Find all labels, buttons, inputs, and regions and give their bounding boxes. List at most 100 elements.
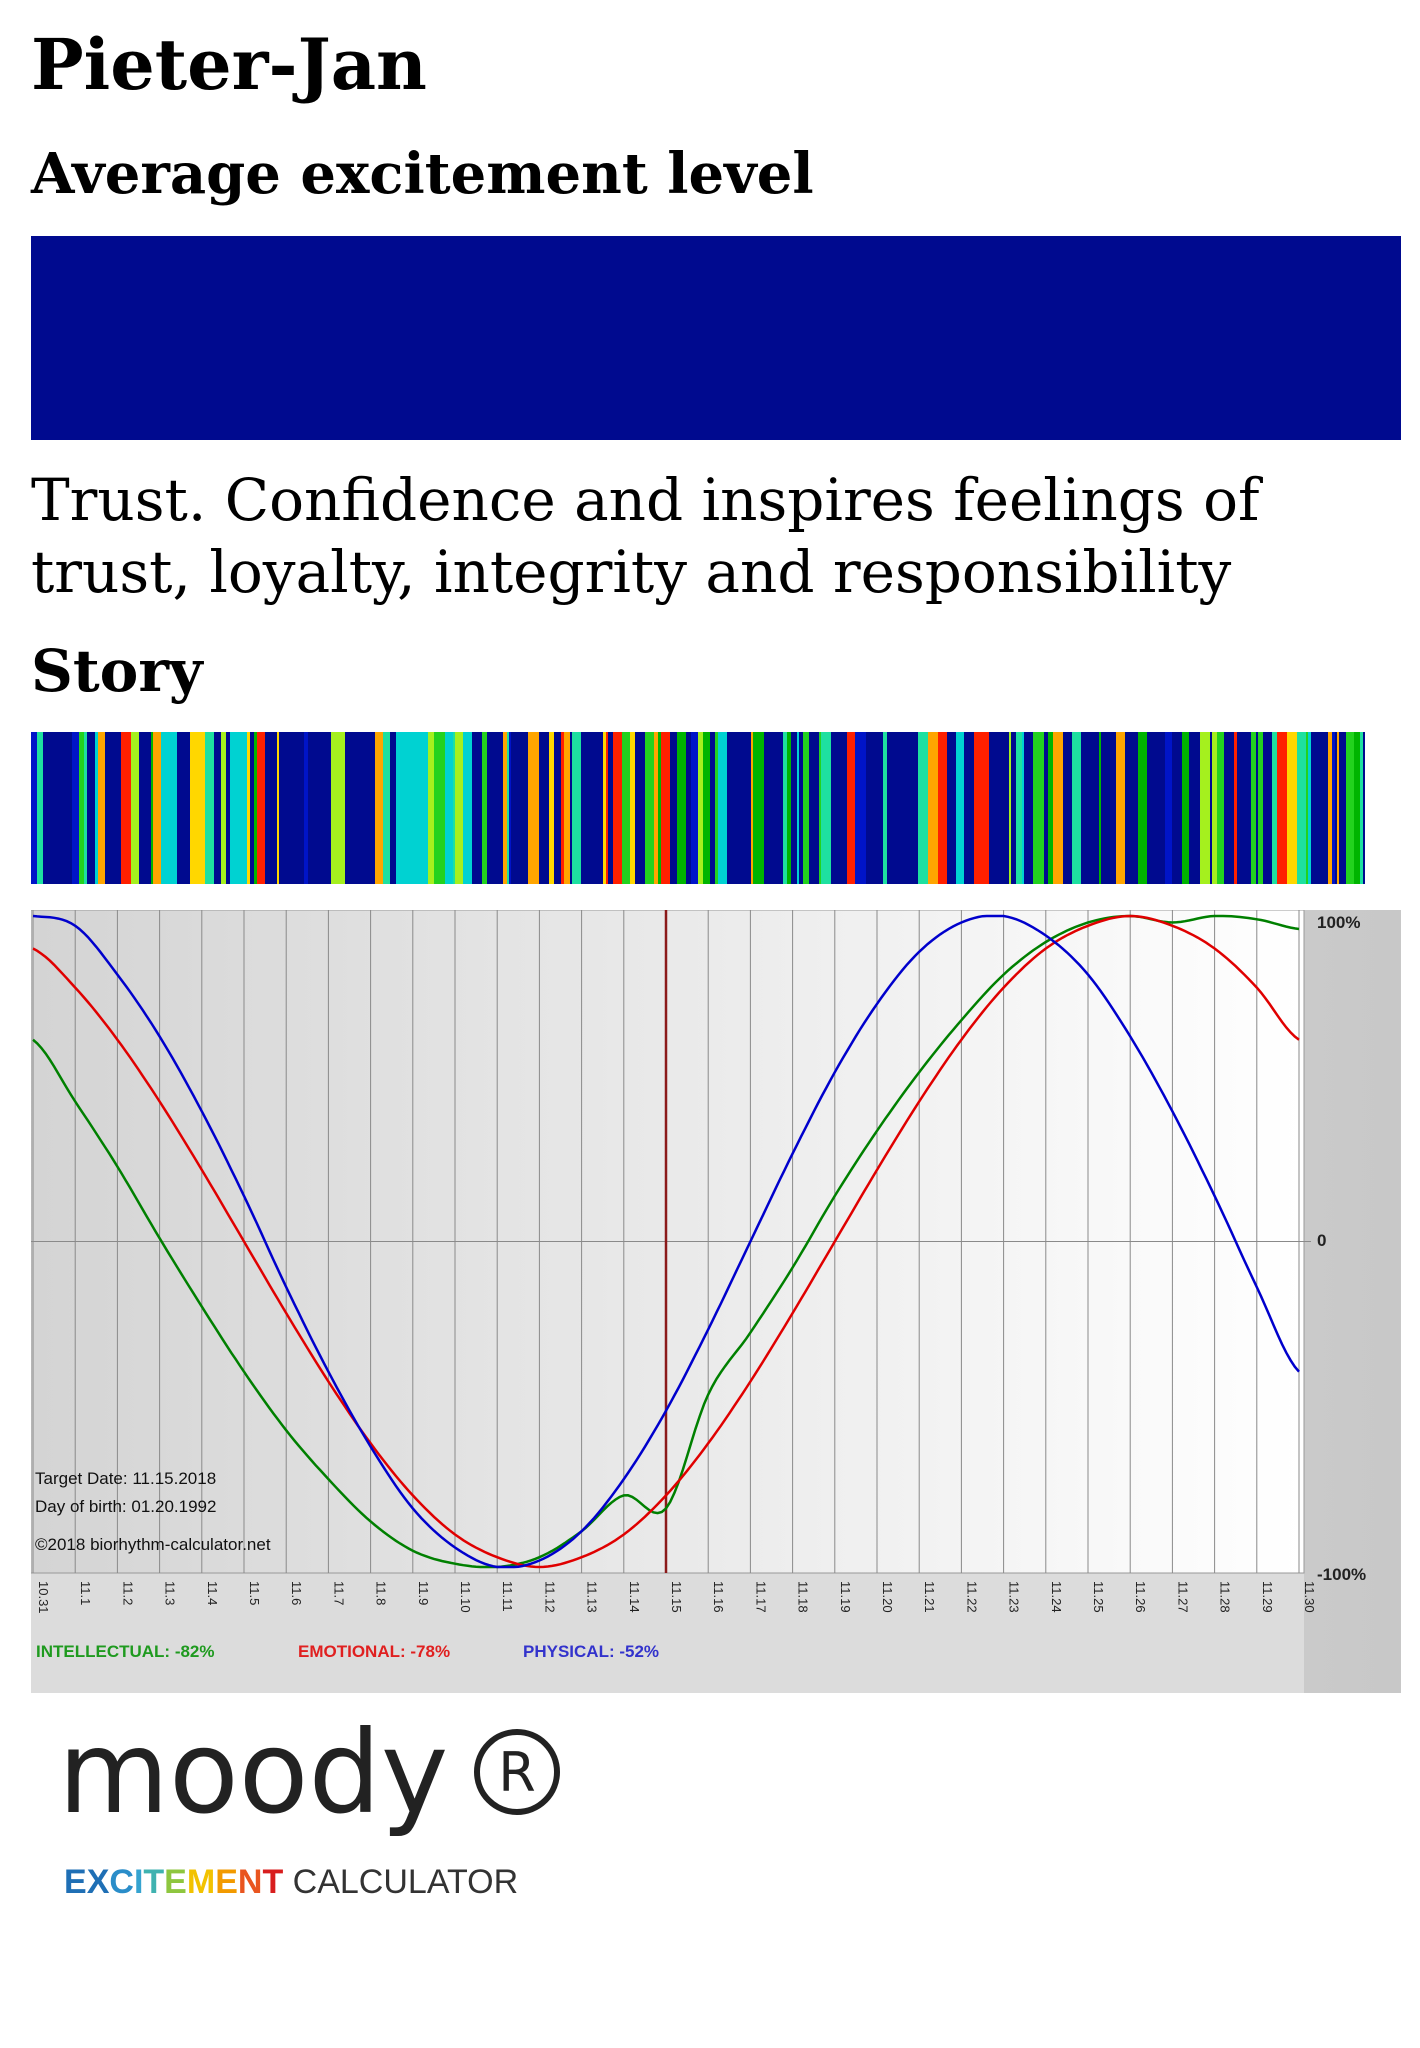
story-stripe — [1099, 732, 1102, 884]
story-color-strip — [31, 732, 1365, 884]
story-stripe — [727, 732, 738, 884]
story-stripe — [549, 732, 555, 884]
story-stripe — [787, 732, 792, 884]
story-stripe — [715, 732, 719, 884]
story-stripe — [645, 732, 655, 884]
story-stripe — [445, 732, 454, 884]
story-stripe — [777, 732, 784, 884]
story-stripe — [31, 732, 38, 884]
story-stripe — [938, 732, 948, 884]
story-stripe — [592, 732, 599, 884]
moody-logo: moody R EXCITEMENT CALCULATOR — [58, 1705, 578, 1905]
story-stripe — [998, 732, 1005, 884]
story-stripe — [102, 732, 106, 884]
x-tick-label: 11.13 — [585, 1581, 600, 1613]
logo-tagline-rest: CALCULATOR — [283, 1863, 519, 1901]
story-stripe — [887, 732, 895, 884]
story-stripe — [783, 732, 788, 884]
story-stripe — [311, 732, 320, 884]
story-stripe — [151, 732, 154, 884]
story-stripe — [883, 732, 888, 884]
story-stripe — [237, 732, 248, 884]
x-tick-label: 11.19 — [838, 1581, 853, 1613]
story-stripe — [519, 732, 529, 884]
x-tick-label: 11.30 — [1302, 1581, 1317, 1613]
story-stripe — [265, 732, 276, 884]
x-tick-labels: 10.31 11.1 11.2 11.3 11.4 11.5 11.6 11.7 11.8 11.… — [36, 1581, 1317, 1614]
story-stripe — [81, 732, 85, 884]
story-stripe — [1263, 732, 1273, 884]
story-stripe — [353, 732, 359, 884]
story-stripe — [41, 732, 44, 884]
x-tick-label: 11.8 — [374, 1581, 389, 1605]
x-tick-label: 11.27 — [1175, 1581, 1190, 1613]
story-stripe — [581, 732, 593, 884]
story-stripe — [1147, 732, 1150, 884]
story-stripe — [472, 732, 483, 884]
story-stripe — [1172, 732, 1177, 884]
story-stripe — [1063, 732, 1073, 884]
x-tick-label: 11.25 — [1091, 1581, 1106, 1613]
story-stripe — [564, 732, 571, 884]
story-stripe — [635, 732, 642, 884]
story-stripe — [358, 732, 369, 884]
story-stripe — [797, 732, 800, 884]
story-stripe — [250, 732, 255, 884]
x-tick-label: 11.21 — [922, 1581, 937, 1613]
x-tick-label: 11.12 — [542, 1581, 557, 1613]
story-stripe — [747, 732, 752, 884]
story-stripe — [1332, 732, 1336, 884]
story-stripe — [121, 732, 132, 884]
story-stripe — [1048, 732, 1054, 884]
x-tick-label: 11.16 — [711, 1581, 726, 1613]
story-stripe — [918, 732, 929, 884]
story-stripe — [641, 732, 646, 884]
story-stripe — [406, 732, 418, 884]
story-stripe — [340, 732, 346, 884]
story-stripe — [801, 732, 804, 884]
biorhythm-chart: 10.31 11.1 11.2 11.3 11.4 11.5 11.6 11.7 11.8 11.… — [31, 910, 1401, 1693]
story-stripe — [1004, 732, 1010, 884]
story-stripe — [658, 732, 662, 884]
birth-date-annotation: Day of birth: 01.20.1992 — [35, 1497, 216, 1516]
story-stripe — [753, 732, 765, 884]
story-stripe — [277, 732, 280, 884]
story-stripe — [1277, 732, 1288, 884]
story-stripe — [1328, 732, 1333, 884]
story-stripe — [453, 732, 456, 884]
y-tick-minus-100: -100% — [1317, 1565, 1366, 1584]
story-stripe — [87, 732, 96, 884]
story-stripe — [1125, 732, 1136, 884]
x-tick-label: 11.5 — [247, 1581, 262, 1605]
logo-wordmark: moody — [58, 1706, 449, 1839]
story-stripe — [194, 732, 206, 884]
story-stripe — [325, 732, 332, 884]
story-stripe — [1360, 732, 1364, 884]
story-stripe — [1200, 732, 1211, 884]
story-stripe — [345, 732, 354, 884]
story-stripe — [216, 732, 222, 884]
story-stripe — [661, 732, 671, 884]
story-stripe — [383, 732, 391, 884]
x-tick-label: 11.10 — [458, 1581, 473, 1613]
registered-trademark-icon: R — [474, 1729, 560, 1815]
x-tick-label: 11.3 — [163, 1581, 178, 1605]
story-stripe — [1176, 732, 1183, 884]
story-stripe — [1346, 732, 1355, 884]
story-stripe — [1081, 732, 1087, 884]
story-stripe — [177, 732, 182, 884]
story-stripe — [1246, 732, 1252, 884]
logo-tagline-highlight: EXCITEMENT — [64, 1863, 283, 1901]
story-stripe — [417, 732, 429, 884]
story-stripe — [1258, 732, 1264, 884]
story-stripe — [37, 732, 42, 884]
story-stripe — [1044, 732, 1049, 884]
story-stripe — [809, 732, 820, 884]
story-stripe — [43, 732, 50, 884]
story-stripe — [1149, 732, 1153, 884]
y-tick-100: 100% — [1317, 913, 1360, 932]
story-stripe — [147, 732, 152, 884]
story-stripe — [49, 732, 59, 884]
story-stripe — [368, 732, 371, 884]
story-stripe — [1022, 732, 1025, 884]
